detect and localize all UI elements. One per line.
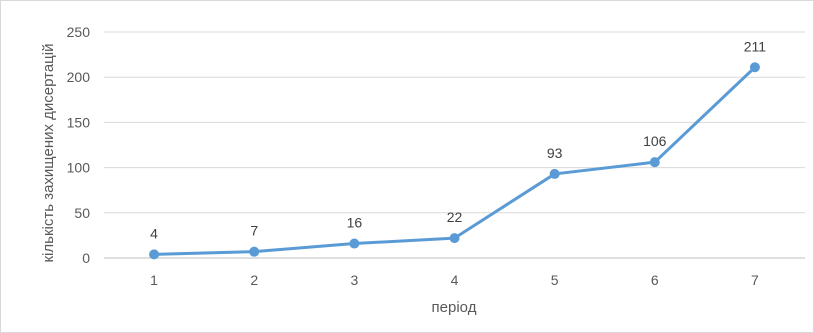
data-label: 93 xyxy=(547,145,563,161)
x-tick-label: 7 xyxy=(751,272,759,288)
x-axis-title: період xyxy=(432,299,477,316)
data-point xyxy=(149,249,160,260)
data-label: 22 xyxy=(447,209,463,225)
data-point xyxy=(649,157,660,168)
data-label: 7 xyxy=(250,223,258,239)
x-tick-label: 1 xyxy=(150,272,158,288)
x-tick-label: 2 xyxy=(250,272,258,288)
x-tick-label: 4 xyxy=(451,272,459,288)
data-points xyxy=(149,62,760,260)
series-line-path xyxy=(152,65,757,256)
data-label: 106 xyxy=(643,133,667,149)
data-point xyxy=(249,246,260,257)
x-axis-ticks: 1 2 3 4 5 6 7 xyxy=(150,272,759,288)
data-labels: 4 7 16 22 93 106 211 xyxy=(150,38,766,241)
data-point xyxy=(449,233,460,244)
y-axis-title: кількість захищених дисертацій xyxy=(40,44,57,263)
x-tick-label: 6 xyxy=(651,272,659,288)
gridlines xyxy=(104,31,805,259)
y-axis-ticks: 0 50 100 150 200 250 xyxy=(67,24,91,266)
y-tick-label: 50 xyxy=(74,205,90,221)
data-label: 4 xyxy=(150,225,158,241)
y-tick-label: 200 xyxy=(67,69,91,85)
y-tick-label: 0 xyxy=(82,250,90,266)
data-point xyxy=(349,238,360,249)
x-tick-label: 5 xyxy=(551,272,559,288)
x-tick-label: 3 xyxy=(350,272,358,288)
y-tick-label: 250 xyxy=(67,24,91,40)
y-tick-label: 150 xyxy=(67,114,91,130)
y-tick-label: 100 xyxy=(67,160,91,176)
data-point xyxy=(549,168,560,179)
series-line xyxy=(152,65,757,256)
data-label: 211 xyxy=(744,38,767,54)
data-point xyxy=(749,62,760,73)
data-label: 16 xyxy=(347,215,363,231)
